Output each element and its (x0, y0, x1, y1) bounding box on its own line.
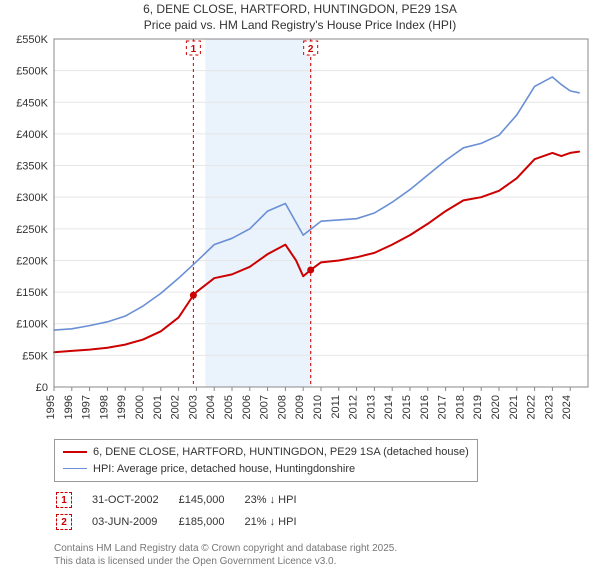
svg-text:2022: 2022 (526, 395, 538, 419)
svg-text:2018: 2018 (454, 395, 466, 419)
title-line1: 6, DENE CLOSE, HARTFORD, HUNTINGDON, PE2… (0, 2, 600, 18)
svg-text:2002: 2002 (170, 395, 182, 419)
svg-text:2023: 2023 (543, 395, 555, 419)
legend-swatch (63, 468, 87, 469)
svg-text:1996: 1996 (63, 395, 75, 419)
svg-text:£200K: £200K (16, 256, 48, 268)
sale-price: £145,000 (179, 490, 243, 510)
legend-label: HPI: Average price, detached house, Hunt… (93, 461, 355, 478)
sale-marker-icon: 1 (56, 492, 72, 508)
svg-text:2012: 2012 (348, 395, 360, 419)
svg-text:2009: 2009 (294, 395, 306, 419)
svg-text:2017: 2017 (437, 395, 449, 419)
svg-text:1: 1 (191, 44, 197, 55)
svg-text:2019: 2019 (472, 395, 484, 419)
svg-text:£0: £0 (36, 382, 48, 394)
footer-line: This data is licensed under the Open Gov… (54, 555, 600, 568)
svg-text:£50K: £50K (22, 351, 48, 363)
svg-text:£500K: £500K (16, 66, 48, 78)
svg-text:1997: 1997 (81, 395, 93, 419)
svg-text:1999: 1999 (116, 395, 128, 419)
sale-marker-icon: 2 (56, 514, 72, 530)
sales-row: 2 03-JUN-2009£185,00021% ↓ HPI (56, 512, 315, 532)
line-chart-svg: £0 £50K £100K £150K £200K £250K £300K £350K £400… (0, 33, 600, 433)
svg-text:2004: 2004 (205, 395, 217, 419)
svg-text:2021: 2021 (508, 395, 520, 419)
footer-line: Contains HM Land Registry data © Crown c… (54, 542, 600, 555)
footer-attribution: Contains HM Land Registry data © Crown c… (54, 542, 600, 568)
svg-text:2003: 2003 (187, 395, 199, 419)
svg-text:£450K: £450K (16, 97, 48, 109)
svg-text:£350K: £350K (16, 161, 48, 173)
sales-row: 1 31-OCT-2002£145,00023% ↓ HPI (56, 490, 315, 510)
sale-date: 31-OCT-2002 (92, 490, 177, 510)
legend-swatch (63, 451, 87, 453)
svg-text:2013: 2013 (365, 395, 377, 419)
svg-text:1998: 1998 (98, 395, 110, 419)
svg-text:2016: 2016 (419, 395, 431, 419)
sales-table: 1 31-OCT-2002£145,00023% ↓ HPI 2 03-JUN-200… (54, 488, 317, 534)
svg-text:2010: 2010 (312, 395, 324, 419)
sale-delta: 23% ↓ HPI (245, 490, 315, 510)
svg-text:£250K: £250K (16, 224, 48, 236)
svg-text:£100K: £100K (16, 319, 48, 331)
svg-text:2000: 2000 (134, 395, 146, 419)
svg-text:2001: 2001 (152, 395, 164, 419)
svg-text:2020: 2020 (490, 395, 502, 419)
svg-text:2015: 2015 (401, 395, 413, 419)
svg-text:2011: 2011 (330, 395, 342, 419)
legend-label: 6, DENE CLOSE, HARTFORD, HUNTINGDON, PE2… (93, 444, 469, 461)
title-line2: Price paid vs. HM Land Registry's House … (0, 18, 600, 34)
svg-text:2024: 2024 (561, 395, 573, 419)
legend: 6, DENE CLOSE, HARTFORD, HUNTINGDON, PE2… (54, 439, 478, 482)
svg-text:£150K: £150K (16, 287, 48, 299)
chart-title: 6, DENE CLOSE, HARTFORD, HUNTINGDON, PE2… (0, 0, 600, 33)
svg-text:£400K: £400K (16, 129, 48, 141)
svg-text:2005: 2005 (223, 395, 235, 419)
svg-text:£550K: £550K (16, 34, 48, 46)
sale-delta: 21% ↓ HPI (245, 512, 315, 532)
svg-text:2006: 2006 (241, 395, 253, 419)
svg-text:1995: 1995 (45, 395, 57, 419)
svg-text:2007: 2007 (259, 395, 271, 419)
svg-text:£300K: £300K (16, 192, 48, 204)
svg-text:2014: 2014 (383, 395, 395, 419)
chart-area: £0 £50K £100K £150K £200K £250K £300K £350K £400… (0, 33, 600, 433)
svg-text:2008: 2008 (276, 395, 288, 419)
legend-row: HPI: Average price, detached house, Hunt… (63, 461, 469, 478)
legend-row: 6, DENE CLOSE, HARTFORD, HUNTINGDON, PE2… (63, 444, 469, 461)
sale-date: 03-JUN-2009 (92, 512, 177, 532)
sale-price: £185,000 (179, 512, 243, 532)
svg-text:2: 2 (308, 44, 314, 55)
